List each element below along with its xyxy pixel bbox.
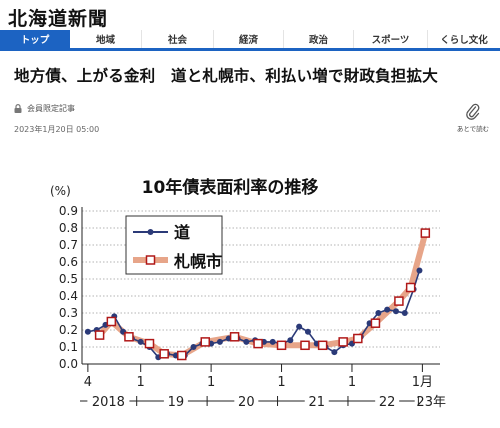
paperclip-icon (466, 103, 480, 120)
chart-svg: 10年債表面利率の推移 (%) 0.9 0.8 0.7 0.6 0.5 0.4 0.3 0.2… (50, 177, 448, 410)
data-point-sapporo (200, 337, 210, 347)
x-year-label: 23年 (416, 395, 446, 410)
x-month-label: 1 (207, 375, 215, 390)
x-month-label: 1 (277, 375, 285, 390)
read-later-label: あとで読む (456, 125, 490, 133)
legend-label-hokkaido: 道 (174, 223, 190, 242)
x-year-label: 20 (238, 395, 255, 410)
data-point-sapporo (353, 333, 363, 344)
y-tick-label: 0.7 (59, 238, 78, 252)
data-point-hokkaido (331, 349, 338, 356)
x-month-label: 1月 (412, 375, 433, 390)
data-point-sapporo (124, 332, 134, 342)
data-point-hokkaido (296, 323, 303, 330)
data-point-hokkaido (216, 338, 223, 345)
data-point-sapporo (177, 350, 187, 361)
x-month-label: 4 (84, 375, 92, 390)
data-point-sapporo (420, 228, 431, 238)
data-point-sapporo (94, 330, 105, 340)
y-tick-label: 0.0 (59, 357, 78, 371)
year-label-bg (304, 391, 329, 409)
year-label-bg (87, 391, 130, 409)
site-logo[interactable]: 北海道新聞 (8, 8, 109, 30)
data-point-hokkaido (416, 267, 423, 274)
y-tick-label: 0.2 (59, 323, 78, 337)
y-tick-label: 0.1 (59, 340, 78, 354)
data-point-sapporo (300, 340, 310, 351)
data-point-hokkaido (269, 338, 276, 345)
nav-item-society[interactable]: 社会 (142, 30, 214, 48)
nav-item-economy[interactable]: 経済 (214, 30, 284, 48)
article-headline: 地方債、上がる金利 道と札幌市、利払い増で財政負担拡大 (14, 67, 438, 85)
nav-item-top[interactable]: トップ (0, 30, 70, 48)
interest-rate-chart: 10年債表面利率の推移 (%) 0.9 0.8 0.7 0.6 0.5 0.4 0.3 0.2… (40, 164, 462, 428)
data-point-sapporo (394, 296, 404, 306)
y-tick-label: 0.4 (59, 289, 78, 303)
y-tick-label: 0.6 (59, 255, 78, 269)
data-point-sapporo (370, 318, 381, 328)
y-axis-unit: (%) (50, 184, 71, 198)
data-point-sapporo (229, 332, 240, 342)
lock-icon (14, 104, 22, 113)
data-point-hokkaido (287, 337, 294, 344)
member-only-badge: 会員限定記事 (14, 103, 75, 114)
data-point-sapporo (317, 340, 328, 351)
x-year-label: 22 (379, 395, 396, 410)
x-year-label: 21 (308, 395, 325, 410)
nav-item-sports[interactable]: スポーツ (354, 30, 428, 48)
chart-legend: 道 札幌市 (125, 215, 223, 275)
x-month-label: 1 (348, 375, 356, 390)
data-point-hokkaido (190, 344, 197, 350)
data-point-hokkaido (392, 308, 399, 315)
nav-item-politics[interactable]: 政治 (284, 30, 354, 48)
chart-title: 10年債表面利率の推移 (142, 177, 319, 198)
nav-item-culture[interactable]: くらし文化 (440, 35, 488, 46)
data-point-hokkaido (401, 310, 408, 316)
data-point-hokkaido (137, 338, 144, 345)
data-point-hokkaido (375, 310, 382, 316)
year-label-bg (375, 391, 400, 409)
y-tick-label: 0.9 (59, 204, 78, 218)
y-tick-label: 0.5 (59, 272, 78, 286)
data-point-hokkaido (243, 338, 250, 345)
member-only-label: 会員限定記事 (27, 104, 75, 113)
data-point-sapporo (144, 338, 155, 349)
x-year-label: 2018 (92, 395, 125, 410)
x-month-label: 1 (137, 375, 145, 390)
data-point-hokkaido (384, 306, 391, 313)
year-label-bg (163, 391, 188, 409)
y-tick-label: 0.3 (59, 306, 78, 320)
data-point-sapporo (338, 337, 348, 347)
data-point-sapporo (106, 316, 117, 327)
data-point-hokkaido (84, 328, 91, 335)
y-tick-label: 0.8 (59, 221, 78, 235)
article-date: 2023年1月20日 05:00 (14, 125, 100, 134)
data-point-sapporo (159, 349, 169, 359)
data-point-sapporo (276, 340, 287, 351)
data-point-sapporo (405, 282, 416, 293)
main-navigation: トップ 地域 社会 経済 政治 スポーツ くらし文化 (0, 30, 500, 51)
legend-label-sapporo: 札幌市 (173, 252, 222, 271)
year-label-bg (414, 391, 448, 409)
x-year-label: 19 (168, 395, 185, 410)
year-label-bg (234, 391, 259, 409)
nav-item-region[interactable]: 地域 (70, 30, 142, 48)
data-point-sapporo (253, 338, 263, 349)
data-point-hokkaido (304, 328, 311, 335)
read-later-button[interactable]: あとで読む (451, 103, 495, 133)
